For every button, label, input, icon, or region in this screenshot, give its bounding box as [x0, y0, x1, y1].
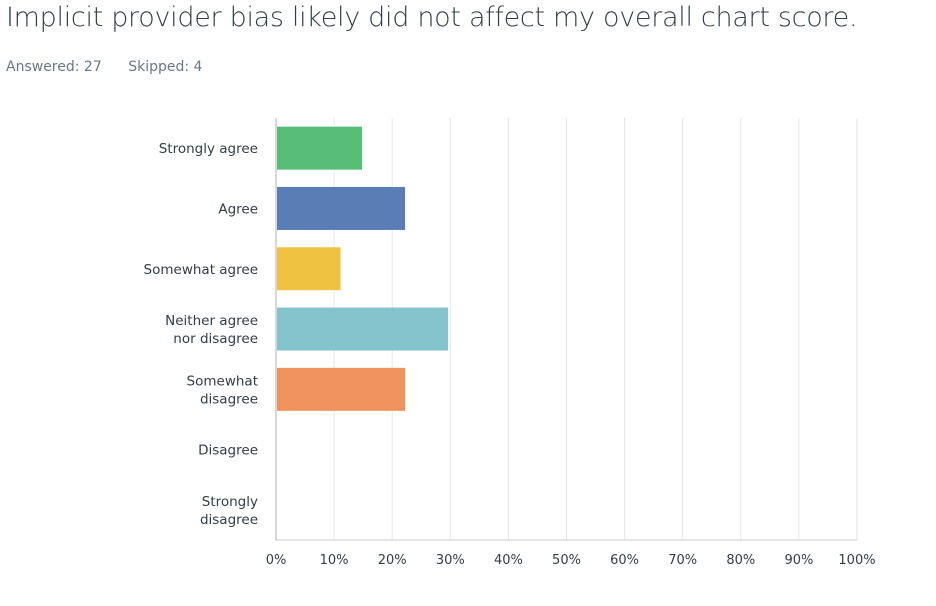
x-tick-label: 20% [378, 553, 407, 568]
bar[interactable] [277, 247, 341, 291]
x-tick-label: 10% [320, 553, 349, 568]
x-tick-label: 90% [784, 553, 813, 568]
x-tick-label: 0% [266, 553, 287, 568]
bar[interactable] [277, 186, 406, 230]
bar[interactable] [277, 126, 363, 170]
category-label: Strongly disagree [200, 494, 258, 528]
x-tick-label: 70% [668, 553, 697, 568]
x-tick-label: 60% [610, 553, 639, 568]
x-tick-label: 40% [494, 553, 523, 568]
skipped-count: Skipped: 4 [128, 59, 203, 75]
response-stats: Answered: 27 Skipped: 4 [6, 59, 224, 75]
x-tick-label: 30% [436, 553, 465, 568]
category-label: Agree [218, 201, 258, 217]
category-label: Somewhat disagree [187, 373, 258, 407]
x-tick-label: 100% [838, 553, 875, 568]
x-tick-label: 50% [552, 553, 581, 568]
category-label: Strongly agree [159, 141, 258, 157]
x-tick-label: 80% [726, 553, 755, 568]
category-label: Neither agree nor disagree [165, 313, 258, 347]
category-label: Disagree [198, 443, 258, 459]
category-label: Somewhat agree [144, 262, 258, 278]
bar[interactable] [277, 367, 406, 411]
bar[interactable] [277, 307, 449, 351]
answered-count: Answered: 27 [6, 59, 102, 75]
question-title: Implicit provider bias likely did not af… [6, 2, 858, 33]
